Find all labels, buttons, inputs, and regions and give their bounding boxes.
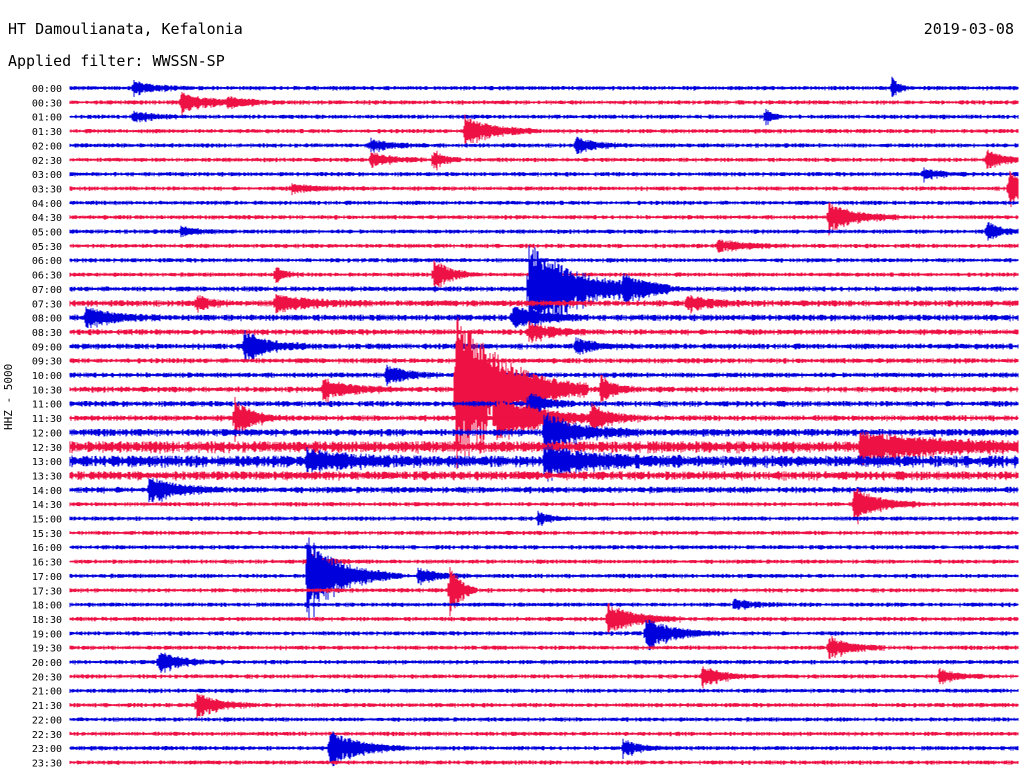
trace-row [69,666,1019,689]
row-time-label: 05:00 [32,228,62,239]
row-time-label: 00:00 [32,84,62,95]
row-time-label: 08:30 [32,328,62,339]
trace-row [69,167,1019,183]
row-time-label: 09:00 [32,342,62,353]
trace-row [69,652,1019,673]
row-time-label: 23:00 [32,744,62,755]
row-time-label: 22:30 [32,730,62,741]
row-time-label: 04:30 [32,213,62,224]
row-time-label: 07:30 [32,299,62,310]
row-time-label: 06:00 [32,256,62,267]
row-time-label: 18:00 [32,601,62,612]
row-time-label: 17:30 [32,586,62,597]
row-time-label: 22:00 [32,715,62,726]
row-time-label: 15:30 [32,529,62,540]
row-time-label: 13:30 [32,471,62,482]
row-time-label: 05:30 [32,242,62,253]
row-time-label: 06:30 [32,271,62,282]
trace-row [69,537,1019,621]
row-time-label: 14:00 [32,486,62,497]
row-time-label: 19:30 [32,644,62,655]
row-time-label: 21:30 [32,701,62,712]
row-time-label: 17:00 [32,572,62,583]
trace-row [69,114,1019,144]
row-time-label: 08:00 [32,314,62,325]
row-time-label: 10:30 [32,385,62,396]
row-time-label: 18:30 [32,615,62,626]
row-time-label: 00:30 [32,98,62,109]
row-time-label: 20:00 [32,658,62,669]
row-time-label: 01:30 [32,127,62,138]
row-time-label: 04:00 [32,199,62,210]
trace-row [69,693,1019,720]
row-time-label: 02:30 [32,156,62,167]
row-time-label: 13:00 [32,457,62,468]
row-time-label: 15:00 [32,515,62,526]
date-label: 2019-03-08 [923,20,1014,38]
row-time-label: 03:00 [32,170,62,181]
filter-label: Applied filter: WWSSN-SP [8,52,225,70]
row-time-label: 23:30 [32,758,62,769]
row-time-label: 03:30 [32,184,62,195]
trace-row [69,76,1019,97]
row-time-label: 11:00 [32,400,62,411]
row-time-label: 16:30 [32,558,62,569]
station-title: HT Damoulianata, Kefalonia [8,20,243,38]
row-time-label: 14:30 [32,500,62,511]
row-time-label: 12:30 [32,443,62,454]
row-time-label: 12:00 [32,428,62,439]
row-time-label: 19:00 [32,629,62,640]
row-time-label: 20:30 [32,672,62,683]
row-time-label: 11:30 [32,414,62,425]
trace-row [69,92,1019,116]
row-time-label: 02:00 [32,141,62,152]
row-time-label: 16:00 [32,543,62,554]
row-time-label: 09:30 [32,357,62,368]
row-time-label: 01:00 [32,113,62,124]
row-time-label: 21:00 [32,687,62,698]
row-time-label: 10:00 [32,371,62,382]
row-time-label: 07:00 [32,285,62,296]
